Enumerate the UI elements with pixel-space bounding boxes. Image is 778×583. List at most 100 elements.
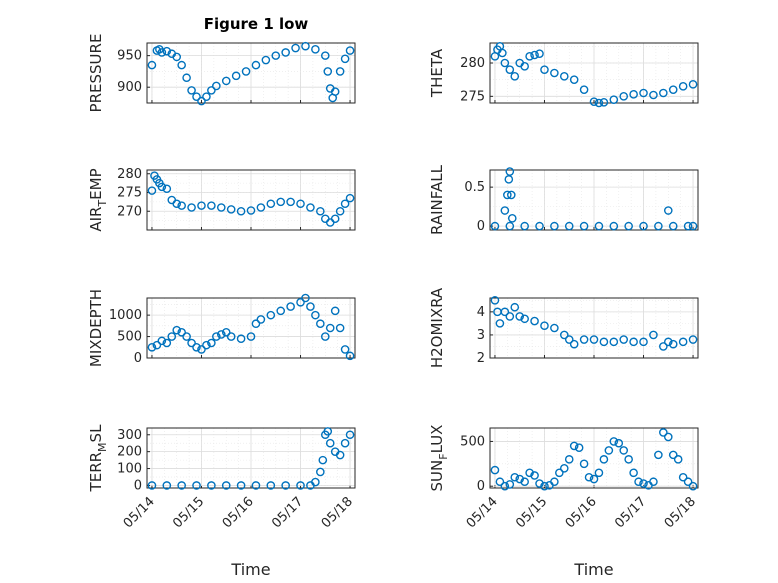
y-tick-label: 0.5 (464, 180, 485, 195)
figure-title: Figure 1 low (204, 15, 309, 33)
data-point (323, 427, 333, 436)
data-point (619, 335, 629, 344)
subplot-8: 05/14 05/15 05/16 05/17 05/18 0 500 SUNFLUX (428, 425, 699, 532)
data-point (506, 190, 516, 200)
y-axis-label: RAINFALL (428, 164, 446, 235)
data-point (231, 71, 241, 81)
data-point (236, 206, 246, 216)
data-point (286, 302, 295, 311)
data-point (266, 199, 276, 209)
data-point (639, 479, 648, 488)
data-point (520, 62, 529, 71)
data-point (688, 80, 698, 89)
data-point (296, 199, 305, 209)
data-point (296, 481, 305, 490)
y-tick-label: 4 (477, 305, 485, 320)
data-point (340, 438, 350, 448)
y-tick-label: 270 (117, 204, 142, 219)
data-point (639, 337, 648, 347)
data-point (649, 477, 658, 487)
data-point (323, 67, 333, 76)
data-point (147, 60, 157, 70)
data-point (678, 472, 688, 482)
y-tick-label: 100 (117, 462, 142, 477)
data-point (330, 306, 340, 316)
x-tick-label: 05/18 (662, 494, 699, 531)
data-point (594, 98, 604, 108)
data-point (197, 345, 206, 354)
data-point (540, 65, 549, 74)
data-point (550, 68, 559, 78)
data-point (525, 52, 534, 61)
data-point (624, 221, 633, 231)
data-point (540, 481, 549, 491)
data-point (345, 430, 355, 440)
data-point (688, 481, 698, 491)
data-point (286, 197, 295, 207)
data-point (301, 293, 310, 303)
data-point (663, 337, 673, 347)
data-point (535, 221, 544, 231)
data-point (634, 477, 643, 487)
data-point (525, 468, 534, 478)
data-point (589, 97, 599, 106)
x-tick-label: 05/14 (464, 494, 501, 531)
axes-border (489, 427, 699, 489)
data-point (157, 182, 167, 192)
data-point (345, 351, 355, 361)
data-point (316, 319, 325, 329)
data-point (212, 81, 221, 91)
data-point (266, 481, 276, 490)
subplot-3: 270 275 280 AIRTEMP (87, 167, 356, 232)
data-point (291, 43, 300, 53)
data-point (624, 455, 633, 464)
data-point (192, 342, 201, 352)
data-point (659, 342, 668, 351)
axes-border (489, 169, 699, 231)
x-axis-label-left: Time (230, 560, 270, 579)
data-point (535, 479, 544, 488)
data-point (589, 474, 599, 484)
subplot-4: 0 0.5 RAINFALL (428, 164, 699, 235)
data-point (182, 73, 191, 83)
data-point (212, 332, 221, 341)
data-point (584, 472, 594, 482)
data-point (311, 45, 320, 54)
data-point (226, 205, 236, 214)
data-point (162, 481, 172, 490)
data-point (320, 332, 330, 341)
y-tick-label: 275 (460, 89, 485, 104)
data-point (550, 323, 559, 333)
y-tick-label: 1000 (109, 308, 142, 323)
data-point (683, 221, 693, 231)
y-tick-label: 280 (117, 167, 142, 182)
subplot-2: 275 280 THETA (428, 42, 699, 108)
data-point (629, 468, 638, 478)
x-axis-label-right: Time (573, 560, 613, 579)
data-point (306, 302, 315, 311)
data-point (688, 221, 698, 231)
y-tick-label: 3 (477, 328, 485, 343)
data-point (678, 82, 688, 91)
y-axis-label: MIXDEPTH (87, 289, 105, 367)
data-point (187, 338, 196, 348)
data-point (251, 481, 261, 490)
data-point (559, 330, 569, 340)
data-point (177, 60, 186, 70)
data-point (281, 48, 290, 57)
data-point (564, 455, 574, 464)
data-point (490, 465, 500, 475)
data-point (530, 50, 539, 60)
data-point (202, 340, 211, 350)
data-point (564, 335, 574, 344)
data-point (609, 221, 619, 231)
data-point (619, 92, 629, 101)
data-point (318, 455, 328, 465)
data-point (256, 203, 266, 212)
data-point (564, 221, 574, 231)
y-axis-label: THETA (428, 48, 446, 98)
data-point (515, 474, 525, 484)
data-point (530, 316, 539, 326)
data-point (500, 206, 510, 215)
data-point (614, 438, 624, 448)
